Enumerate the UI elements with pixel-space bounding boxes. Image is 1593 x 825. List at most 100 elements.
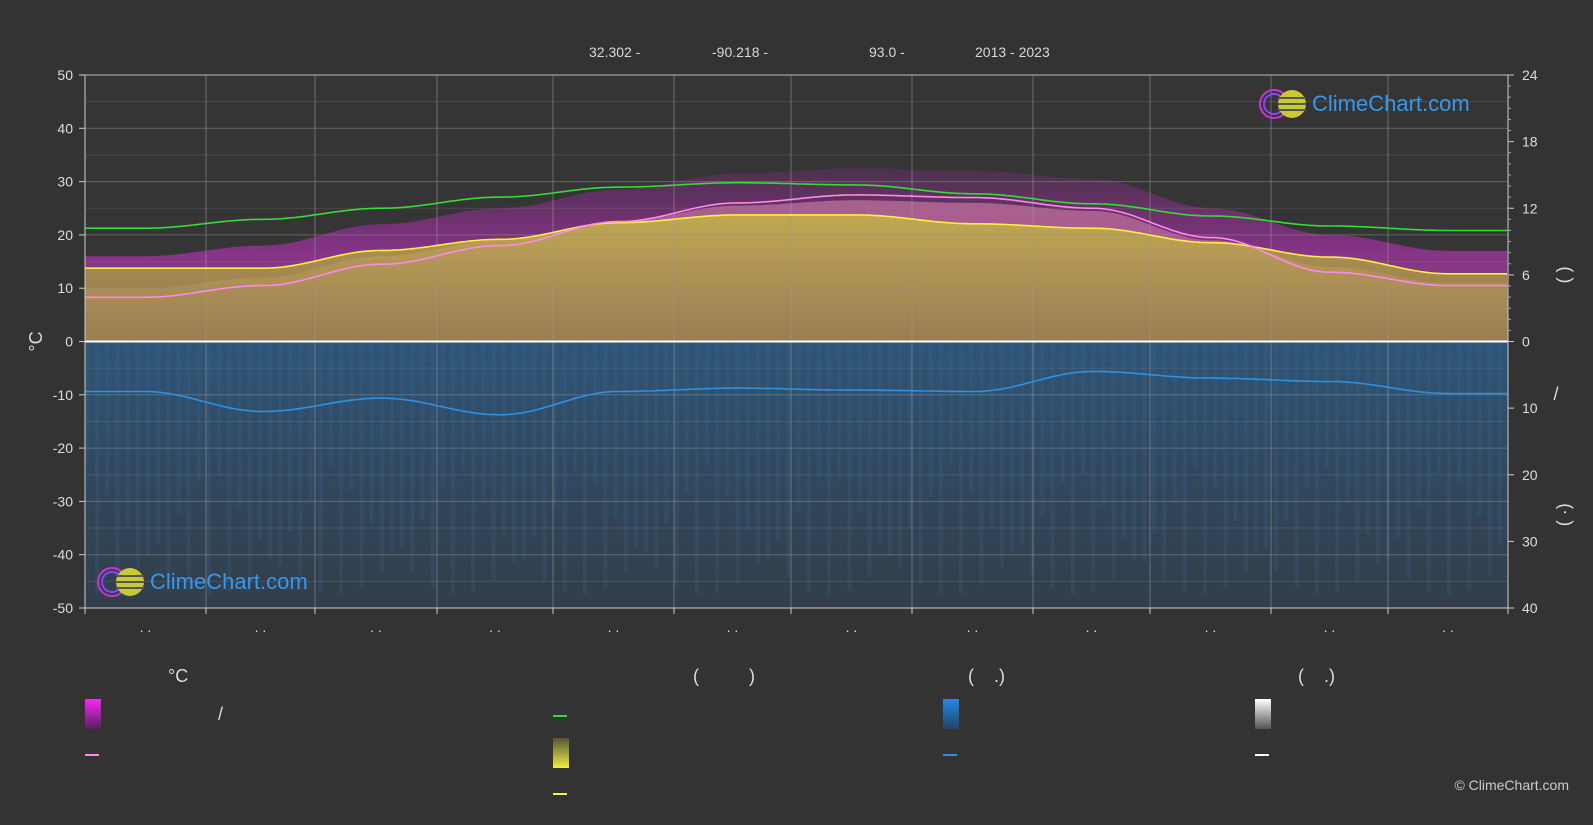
- longitude-label: -90.218 -: [712, 44, 769, 60]
- legend-snow-title: ( .): [1298, 666, 1335, 686]
- precipitation-bar: [318, 341, 323, 593]
- logo-icon: [96, 566, 146, 598]
- precipitation-bar: [1233, 341, 1238, 521]
- precipitation-bar: [1010, 341, 1014, 554]
- precipitation-bar: [1192, 341, 1197, 469]
- precipitation-bar: [522, 341, 527, 561]
- precipitation-bar: [1497, 341, 1502, 546]
- precipitation-bar: [85, 341, 89, 462]
- logo-text: ClimeChart.com: [150, 569, 308, 594]
- precipitation-bar: [827, 341, 831, 595]
- precipitation-bar: [1467, 341, 1472, 589]
- legend-rain-line: [943, 754, 957, 756]
- precipitation-bar: [572, 341, 577, 473]
- right-tick-label: 18: [1522, 134, 1538, 150]
- precipitation-bar: [755, 341, 760, 566]
- precipitation-bar: [1243, 341, 1248, 572]
- precipitation-bar: [989, 341, 994, 526]
- precipitation-bar: [288, 341, 293, 532]
- month-tick-label: . .: [1324, 619, 1336, 635]
- month-tick-label: . .: [608, 619, 620, 635]
- precipitation-bar: [1091, 341, 1096, 592]
- precipitation-bar: [847, 341, 852, 590]
- precipitation-bar: [1111, 341, 1116, 580]
- precipitation-bar: [1355, 341, 1360, 582]
- precipitation-bar: [603, 341, 608, 589]
- precipitation-bar: [705, 341, 709, 466]
- precipitation-bar: [1487, 341, 1492, 575]
- precipitation-bar: [532, 341, 537, 537]
- mean-temp-line: [85, 194, 1507, 299]
- precipitation-bar: [969, 341, 974, 494]
- precipitation-bar: [1030, 341, 1035, 575]
- precipitation-bar: [735, 341, 740, 584]
- precipitation-bar: [542, 341, 547, 581]
- precipitation-bar: [1477, 341, 1482, 516]
- precipitation-bar: [1325, 341, 1329, 469]
- precipitation-bar: [1457, 341, 1462, 484]
- precipitation-bar: [1426, 341, 1431, 592]
- legend-temp-range-swatch: [85, 699, 101, 729]
- month-tick-label: . .: [1442, 619, 1454, 635]
- right-tick-label: 40: [1522, 600, 1538, 616]
- precipitation-bar: [593, 341, 598, 485]
- precipitation-bar: [471, 341, 476, 593]
- precipitation-bar: [196, 341, 201, 482]
- precipitation-bar: [623, 341, 628, 574]
- precipitation-bar: [1447, 341, 1451, 595]
- precipitation-bar: [481, 341, 486, 505]
- precipitation-bar: [1375, 341, 1380, 564]
- precipitation-bar: [918, 341, 923, 585]
- precipitation-bar: [898, 341, 903, 567]
- precipitation-bar: [308, 341, 313, 501]
- precipitation-bar: [1121, 341, 1126, 538]
- logo-bottom[interactable]: ClimeChart.com: [96, 566, 308, 598]
- precipitation-bar: [1152, 341, 1157, 534]
- left-tick-label: 40: [57, 120, 73, 136]
- precipitation-bar: [156, 341, 161, 544]
- right-axis-bottom-label-a: /: [1553, 384, 1558, 404]
- precipitation-bar: [400, 341, 405, 548]
- precipitation-bar: [278, 341, 283, 565]
- years-label: 2013 - 2023: [975, 44, 1050, 60]
- logo-icon: [1258, 88, 1308, 120]
- copyright: © ClimeChart.com: [1454, 777, 1569, 793]
- precipitation-bar: [166, 341, 171, 576]
- right-tick-label: 0: [1522, 334, 1530, 350]
- precipitation-bar: [1436, 341, 1441, 474]
- month-tick-label: . .: [255, 619, 267, 635]
- precipitation-bar: [217, 341, 222, 476]
- left-tick-label: -40: [53, 547, 73, 563]
- precipitation-bar: [766, 341, 770, 558]
- precipitation-line: [85, 370, 1507, 416]
- left-axis-label: °C: [26, 331, 46, 351]
- precipitation-bar: [552, 341, 557, 506]
- left-tick-label: 30: [57, 174, 73, 190]
- precipitation-bar: [928, 341, 933, 498]
- precipitation-bar: [664, 341, 669, 525]
- legend-temp-title: °C: [168, 666, 189, 686]
- precipitation-bar: [674, 341, 679, 587]
- sunshine-band: [85, 214, 1508, 342]
- precipitation-bar: [1101, 341, 1106, 508]
- logo-top[interactable]: ClimeChart.com: [1258, 88, 1470, 120]
- precipitation-bar: [227, 341, 232, 591]
- legend-sun-title: ( ): [693, 666, 755, 686]
- precipitation-bar: [105, 341, 110, 496]
- precipitation-bar: [1304, 341, 1309, 489]
- precipitation-bar: [257, 341, 262, 540]
- left-tick-label: 50: [57, 67, 73, 83]
- precipitation-bar: [207, 341, 211, 595]
- legend-snow-line: [1255, 754, 1269, 756]
- precipitation-bar: [1162, 341, 1167, 582]
- precipitation-bar: [135, 341, 140, 568]
- precipitation-bar: [501, 341, 506, 535]
- left-tick-label: 10: [57, 280, 73, 296]
- precipitation-bar: [1040, 341, 1045, 516]
- precipitation-bar: [888, 341, 892, 556]
- month-tick-label: . .: [489, 619, 501, 635]
- precipitation-bar: [1172, 341, 1177, 503]
- precipitation-bar: [644, 341, 648, 552]
- legend-snow-swatch: [1255, 699, 1271, 729]
